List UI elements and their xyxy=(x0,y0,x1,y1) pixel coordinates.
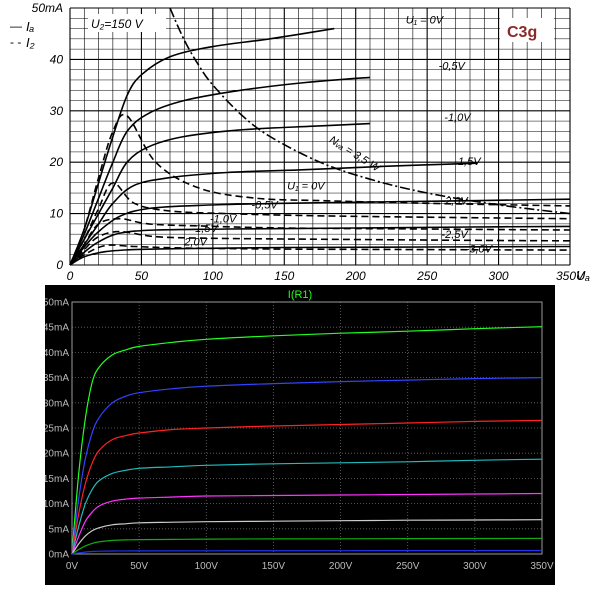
y-tick-label: 0mA xyxy=(48,550,69,561)
bottom-chart: 0V 50V 100V 150V 200V 250V 300V 350V 0mA 5mA 10mA 1… xyxy=(45,285,555,585)
top-labels: U₁ = 0V-0,5V-1,0V-1,5V-2,0V-2,5V-3,0VU₁ … xyxy=(183,14,493,255)
curve-label: -1,0V xyxy=(444,112,472,124)
curve-label: -3,0V xyxy=(466,244,494,256)
screen-current-curve xyxy=(69,230,571,266)
tube-label: C3g xyxy=(507,24,537,41)
legend-ia-label: Iₐ xyxy=(26,19,35,34)
x-tick-label: 0 xyxy=(67,269,74,283)
tube-label-bg xyxy=(500,18,554,42)
legend-i2-marker: - - xyxy=(10,35,21,49)
bottom-curves xyxy=(71,326,543,555)
curve-label: -0,5V xyxy=(251,199,279,211)
bottom-ticks: 0V 50V 100V 150V 200V 250V 300V 350V 0mA 5mA 10mA 1… xyxy=(45,298,554,573)
legend-ia-marker: — xyxy=(10,19,22,33)
top-ticks: 0 50 100 150 200 250 300 350V 0 10 20 30 40 50mA xyxy=(32,1,585,283)
y-tick-label: 30mA xyxy=(45,398,69,409)
top-curves xyxy=(69,7,571,266)
curve-label: -1,5V xyxy=(454,156,482,168)
x-tick-label: 50 xyxy=(135,269,149,283)
y-tick-label: 5mA xyxy=(48,524,69,535)
y-tick-label: 45mA xyxy=(45,323,69,334)
plot-frame xyxy=(71,301,543,555)
y-tick-label: 35mA xyxy=(45,373,69,384)
y-tick-label: 40mA xyxy=(45,348,69,359)
current-trace xyxy=(71,519,543,555)
x-tick-label: 350V xyxy=(556,269,585,283)
y-tick-label: 0 xyxy=(56,258,63,272)
anode-current-curve xyxy=(69,27,335,266)
anode-current-curve xyxy=(69,225,571,266)
y-tick-label: 10mA xyxy=(45,499,69,510)
x-tick-label: 250V xyxy=(396,561,420,572)
current-trace xyxy=(71,492,543,555)
top-chart: U₁ = 0V-0,5V-1,0V-1,5V-2,0V-2,5V-3,0VU₁ … xyxy=(0,0,605,285)
screen-current-curve xyxy=(69,113,571,266)
curve-label: U₁ = 0V xyxy=(406,14,445,26)
x-tick-label: 150 xyxy=(274,269,294,283)
curve-label: -2,0V xyxy=(441,195,469,207)
current-trace xyxy=(71,419,543,555)
y-tick-label: 50mA xyxy=(45,298,69,309)
condition-label-bg xyxy=(88,14,166,32)
legend-i2-label: I₂ xyxy=(26,35,35,50)
anode-current-curve xyxy=(69,198,571,266)
x-tick-label: 250 xyxy=(416,269,437,283)
y-tick-label: 30 xyxy=(50,104,64,118)
x-tick-label: 100 xyxy=(203,269,223,283)
y-tick-label: 15mA xyxy=(45,474,69,485)
y-tick-label: 40 xyxy=(50,52,64,66)
load-line-curve xyxy=(169,7,571,215)
x-tick-label: 0V xyxy=(66,561,79,572)
y-tick-label: 10 xyxy=(50,207,64,221)
curve-label: -1,0V xyxy=(210,213,238,225)
x-tick-label: 300 xyxy=(489,269,509,283)
x-tick-label: 200 xyxy=(345,269,366,283)
current-trace xyxy=(71,537,543,555)
condition-label: U₂=150 V xyxy=(91,17,144,31)
y-tick-label: 25mA xyxy=(45,424,69,435)
curve-label: -2,5V xyxy=(441,229,469,241)
screen-current-curve xyxy=(69,244,571,266)
x-axis-label: Uₐ xyxy=(576,268,590,283)
anode-current-curve xyxy=(69,245,571,266)
curve-label: -1,5V xyxy=(191,223,219,235)
anode-current-curve xyxy=(69,76,371,266)
anode-current-curve xyxy=(69,162,478,266)
screen-current-curve xyxy=(69,217,571,266)
curve-label: U₁ = 0V xyxy=(287,180,326,192)
x-tick-label: 100V xyxy=(195,561,219,572)
x-tick-label: 150V xyxy=(262,561,286,572)
y-tick-label: 50mA xyxy=(32,1,63,15)
anode-current-curve xyxy=(69,122,371,266)
current-trace xyxy=(71,458,543,555)
current-trace xyxy=(71,326,543,555)
x-tick-label: 200V xyxy=(329,561,353,572)
x-tick-label: 350V xyxy=(530,561,554,572)
curve-label: -0,5V xyxy=(439,61,467,73)
x-tick-label: 50V xyxy=(130,561,148,572)
y-tick-label: 20mA xyxy=(45,449,69,460)
x-tick-label: 300V xyxy=(463,561,487,572)
curve-label: 2,0V xyxy=(183,236,208,248)
y-tick-label: 20 xyxy=(49,155,64,169)
current-trace xyxy=(71,549,543,555)
bottom-grid xyxy=(71,301,543,555)
current-trace xyxy=(71,377,543,555)
screen-current-curve xyxy=(69,182,571,266)
bottom-chart-title: I(R1) xyxy=(288,289,312,301)
